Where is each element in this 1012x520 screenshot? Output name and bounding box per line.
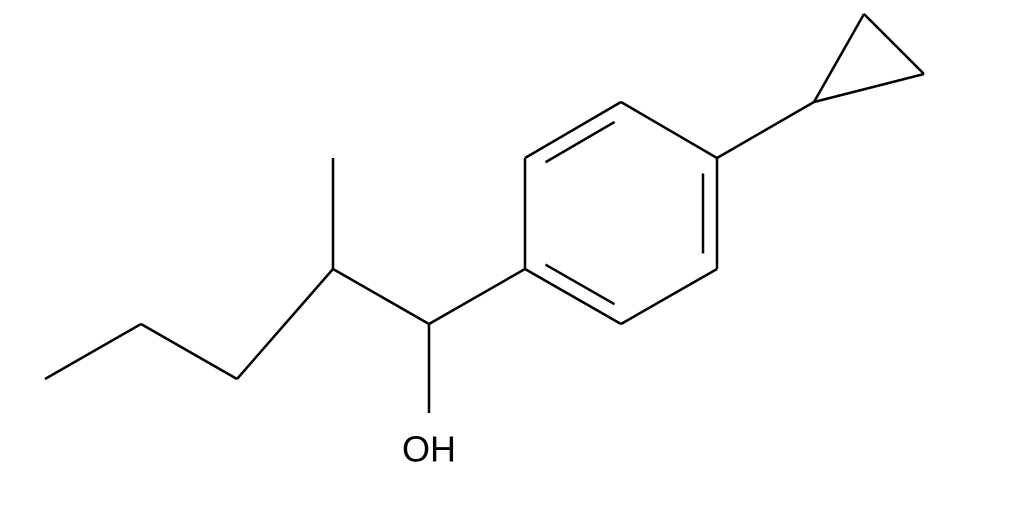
ring-bond <box>621 269 717 324</box>
cyclopropyl-link <box>717 102 814 158</box>
ring-bond <box>525 269 621 324</box>
aryl-bond <box>429 269 525 324</box>
cyclopropyl-bond <box>814 74 924 102</box>
double-bond-inner <box>545 122 614 162</box>
molecule-diagram: OH <box>0 0 1012 520</box>
ring-bond <box>525 102 621 158</box>
chain-bond <box>141 324 237 379</box>
chain-bond <box>45 324 141 379</box>
bonds-group <box>45 14 924 413</box>
double-bond-inner <box>545 265 614 305</box>
oh-label: OH <box>402 429 456 470</box>
labels-group: OH <box>402 429 456 470</box>
cyclopropyl-bond <box>814 14 864 102</box>
cyclopropyl-bond <box>864 14 924 74</box>
chain-bond <box>333 269 429 324</box>
chain-bond <box>237 269 333 379</box>
ring-bond <box>621 102 717 158</box>
